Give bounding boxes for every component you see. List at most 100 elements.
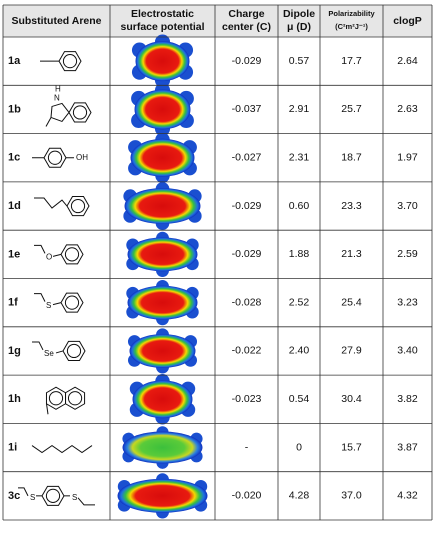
cell-dipole: 1.88 <box>289 248 310 260</box>
esp-body <box>134 89 191 130</box>
row-id: 1f <box>8 297 18 309</box>
bond <box>65 386 86 410</box>
bond <box>60 292 84 313</box>
bond <box>50 102 70 123</box>
ring <box>47 150 63 165</box>
bond <box>77 497 95 506</box>
cell-charge: -0.029 <box>232 55 262 67</box>
structure <box>34 196 90 217</box>
esp-body <box>132 380 193 419</box>
cell-polarizability: 37.0 <box>341 490 362 502</box>
ring <box>66 343 82 359</box>
cell-clogp: 2.59 <box>397 248 418 260</box>
bond <box>52 253 62 257</box>
cell-polarizability: 15.7 <box>341 441 362 453</box>
ring <box>72 105 88 120</box>
esp-surface <box>126 231 199 277</box>
cell-clogp: 3.70 <box>397 200 418 212</box>
cell-charge: -0.020 <box>232 490 262 502</box>
ring <box>70 198 86 214</box>
cell-dipole: 2.91 <box>289 103 310 115</box>
cell-dipole: 4.28 <box>289 490 310 502</box>
cell-clogp: 1.97 <box>397 152 418 164</box>
esp-body <box>117 478 208 513</box>
row-id: 3c <box>8 490 20 502</box>
esp-surface <box>123 182 202 230</box>
header-cell: μ (D) <box>287 21 311 33</box>
cell-clogp: 3.82 <box>397 393 418 405</box>
row-id: 1h <box>8 393 21 405</box>
cell-dipole: 2.52 <box>289 296 310 308</box>
header-cell: center (C) <box>222 21 271 33</box>
bond <box>62 340 86 361</box>
cell-polarizability: 18.7 <box>341 152 362 164</box>
cell-polarizability: 21.3 <box>341 248 362 260</box>
structure <box>40 51 82 72</box>
bond <box>60 244 84 265</box>
structure <box>31 444 93 454</box>
bond <box>34 293 46 302</box>
cell-clogp: 3.40 <box>397 345 418 357</box>
cell-charge: -0.029 <box>232 200 262 212</box>
cell-dipole: 2.31 <box>289 152 310 164</box>
ring <box>62 54 78 69</box>
cell-polarizability: 27.9 <box>341 345 362 357</box>
cell-clogp: 3.23 <box>397 296 418 308</box>
cell-dipole: 0.57 <box>289 55 310 67</box>
atom-label: S <box>30 493 35 502</box>
esp-surface <box>131 34 194 88</box>
esp-body <box>130 138 195 177</box>
header-cell: Polarizability <box>328 9 375 18</box>
esp-body <box>124 188 201 225</box>
atom-label: Se <box>44 349 54 358</box>
esp-body <box>127 237 198 272</box>
cell-dipole: 0.54 <box>289 393 310 405</box>
structure: HN <box>45 85 92 127</box>
cell-polarizability: 25.7 <box>341 103 362 115</box>
esp-body <box>129 333 196 368</box>
ring <box>64 247 80 262</box>
bond <box>58 51 82 72</box>
cell-dipole: 0 <box>296 441 302 453</box>
atom-label: O <box>46 252 52 261</box>
bond <box>32 341 44 351</box>
cell-clogp: 3.87 <box>397 441 418 453</box>
cell-polarizability: 23.3 <box>341 200 362 212</box>
bond <box>55 350 64 354</box>
atom-label: N <box>54 94 60 103</box>
cell-charge: -0.029 <box>232 248 262 260</box>
esp-surface <box>126 280 199 326</box>
esp-surface <box>122 426 203 469</box>
cell-polarizability: 25.4 <box>341 296 362 308</box>
atom-label: OH <box>76 153 88 162</box>
bond <box>66 196 90 217</box>
atom-label: S <box>46 301 51 310</box>
esp-surface <box>128 132 197 184</box>
bond <box>31 444 93 454</box>
structure: OH <box>32 147 88 168</box>
row-id: 1g <box>8 345 21 357</box>
cell-clogp: 2.64 <box>397 55 418 67</box>
cell-dipole: 0.60 <box>289 200 310 212</box>
esp-body <box>127 285 198 320</box>
cell-charge: -0.023 <box>232 393 262 405</box>
header-cell: surface potential <box>120 21 204 33</box>
cell-clogp: 2.63 <box>397 103 418 115</box>
bond <box>45 117 52 127</box>
cell-charge: -0.028 <box>232 296 262 308</box>
header-bg <box>3 5 432 37</box>
structure <box>45 386 86 415</box>
header-cell: Charge <box>228 8 264 20</box>
ring <box>64 295 80 310</box>
structure: O <box>34 244 84 265</box>
bond <box>52 302 62 306</box>
cell-charge: - <box>245 441 249 453</box>
bond <box>46 403 49 415</box>
header-cell: (C²m²J⁻¹) <box>335 22 368 31</box>
row-id: 1a <box>8 55 21 67</box>
bond <box>41 485 65 506</box>
bond <box>34 244 46 254</box>
row-id: 1e <box>8 248 20 260</box>
